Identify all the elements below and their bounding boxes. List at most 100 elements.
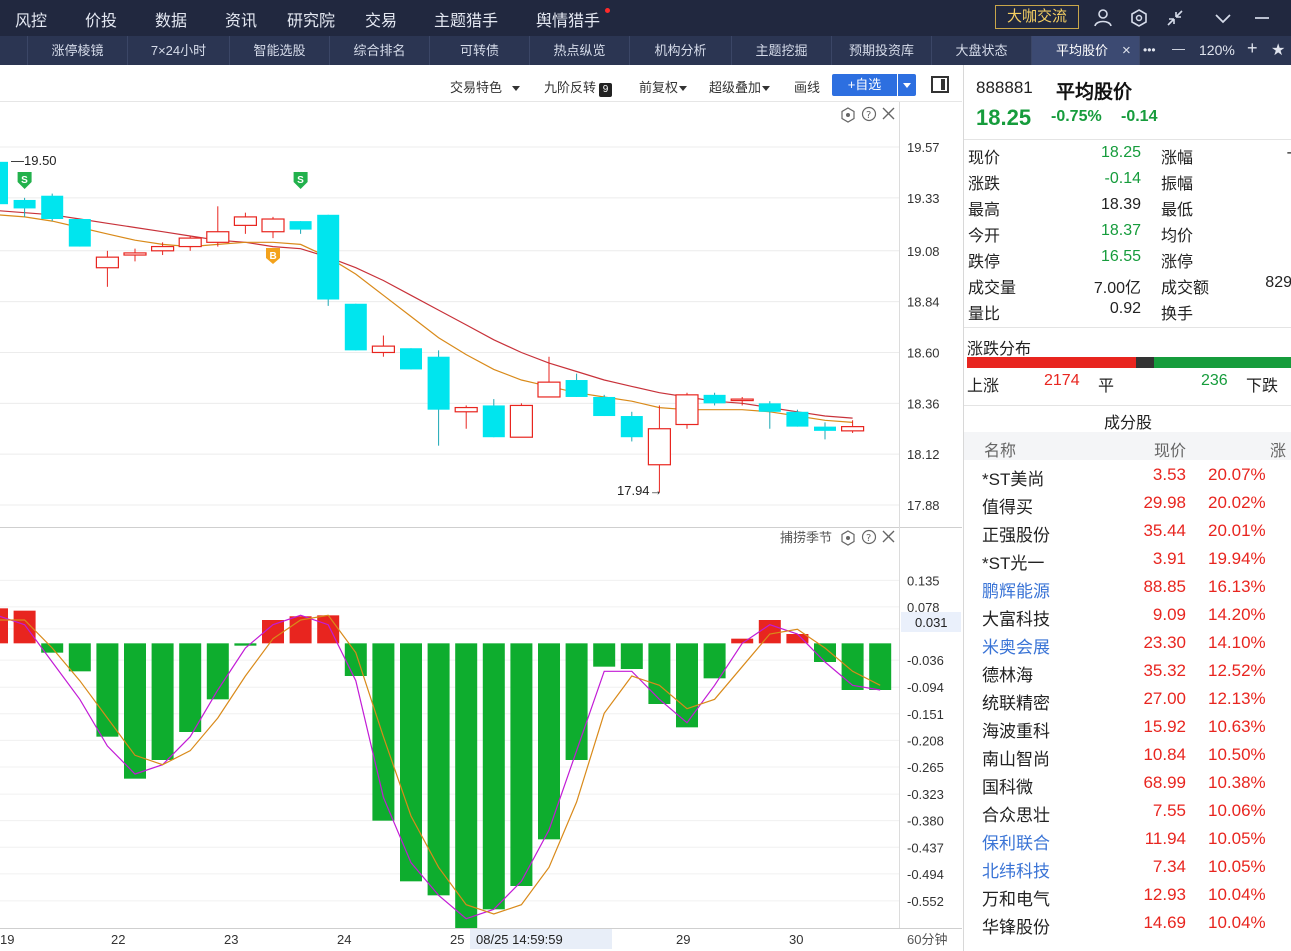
- indicator-bar: [841, 643, 864, 690]
- component-price: 9.09: [1152, 605, 1186, 624]
- component-row[interactable]: 值得买 29.98 20.02%: [964, 489, 1291, 517]
- component-row[interactable]: 万和电气 12.93 10.04%: [964, 881, 1291, 909]
- candlesticks: [0, 161, 865, 493]
- nav-risk[interactable]: 风控: [15, 13, 48, 30]
- tab-institution[interactable]: 机构分析: [630, 36, 732, 65]
- tab-ranking[interactable]: 综合排名: [330, 36, 430, 65]
- indicator-bar: [206, 643, 229, 700]
- tab-expected-invest[interactable]: 预期投资库: [832, 36, 932, 65]
- zoom-in-button[interactable]: +: [1247, 38, 1258, 58]
- adjust-dropdown[interactable]: 前复权: [639, 77, 688, 96]
- header-price[interactable]: 现价: [1154, 443, 1187, 460]
- svg-text:B: B: [270, 251, 277, 262]
- component-row[interactable]: 正强股份 35.44 20.01%: [964, 517, 1291, 545]
- indicator-bar: [234, 643, 257, 646]
- nav-theme-hunter[interactable]: 主题猎手: [434, 13, 499, 30]
- component-row[interactable]: 北纬科技 7.34 10.05%: [964, 853, 1291, 881]
- component-row[interactable]: *ST美尚 3.53 20.07%: [964, 461, 1291, 489]
- close-icon[interactable]: [882, 107, 895, 120]
- trade-feature-dropdown[interactable]: 交易特色: [450, 77, 521, 96]
- indicator-bar: [593, 643, 616, 667]
- component-row[interactable]: 合众思壮 7.55 10.06%: [964, 797, 1291, 825]
- stock-code: 888881: [976, 78, 1033, 97]
- quote-label-2: 振幅: [1161, 176, 1194, 193]
- more-tabs-button[interactable]: •••: [1143, 43, 1156, 57]
- settings-icon[interactable]: [841, 107, 855, 123]
- component-name: 万和电气: [982, 890, 1050, 909]
- price-chart[interactable]: S SB 19.5719.3319.0818.8418.6018.3618.121…: [0, 102, 962, 951]
- x-tick-label: 23: [224, 932, 238, 947]
- candle: [95, 250, 120, 287]
- overlay-dropdown[interactable]: 超级叠加: [709, 77, 771, 96]
- user-icon[interactable]: [1093, 8, 1113, 28]
- component-row[interactable]: 鹏辉能源 88.85 16.13%: [964, 573, 1291, 601]
- divider: [964, 327, 1291, 328]
- chevron-down-icon[interactable]: [1213, 8, 1233, 28]
- nav-research[interactable]: 研究院: [287, 13, 336, 30]
- tab-market-status[interactable]: 大盘状态: [932, 36, 1032, 65]
- quote-label: 现价: [968, 150, 1001, 167]
- nav-trade[interactable]: 交易: [365, 13, 398, 30]
- tab-limit-up-prism[interactable]: 涨停棱镜: [28, 36, 128, 65]
- candle: [647, 405, 672, 493]
- hexagon-icon[interactable]: [1129, 8, 1149, 28]
- panel-toggle-icon[interactable]: [931, 76, 949, 93]
- component-row[interactable]: 国科微 68.99 10.38%: [964, 769, 1291, 797]
- component-row[interactable]: 统联精密 27.00 12.13%: [964, 685, 1291, 713]
- candle: [206, 206, 230, 247]
- candle: [233, 212, 257, 234]
- header-change[interactable]: 涨: [1270, 443, 1287, 460]
- indicator-bar: [68, 643, 91, 672]
- tab-average-price[interactable]: 平均股价: [1032, 36, 1140, 65]
- help-icon[interactable]: ?: [861, 106, 877, 122]
- x-tick-label: 29: [676, 932, 690, 947]
- component-row[interactable]: 华锋股份 14.69 10.04%: [964, 909, 1291, 937]
- tab-partial[interactable]: [0, 36, 28, 65]
- indicator-bar: [869, 643, 892, 690]
- indicator-orange-line: [0, 614, 881, 915]
- crosshair-time: 08/25 14:59:59: [476, 932, 563, 947]
- indicator-bar: [372, 643, 395, 821]
- component-row[interactable]: 大富科技 9.09 14.20%: [964, 601, 1291, 629]
- nav-sentiment-hunter[interactable]: 舆情猎手: [536, 13, 601, 30]
- component-change: 10.06%: [1208, 801, 1266, 820]
- component-row[interactable]: 南山智尚 10.84 10.50%: [964, 741, 1291, 769]
- minimize-icon[interactable]: [1252, 8, 1272, 28]
- tab-convertible[interactable]: 可转债: [430, 36, 530, 65]
- tab-7x24[interactable]: 7×24小时: [128, 36, 230, 65]
- header-name[interactable]: 名称: [984, 443, 1017, 460]
- period-selector[interactable]: 60分钟: [907, 932, 947, 947]
- collapse-icon[interactable]: [1165, 8, 1185, 28]
- settings-icon[interactable]: [841, 530, 855, 546]
- nav-value-invest[interactable]: 价投: [85, 13, 118, 30]
- help-icon[interactable]: ?: [861, 529, 877, 545]
- candle: [178, 235, 202, 251]
- add-watchlist-dropdown[interactable]: [898, 74, 916, 96]
- candle: [675, 392, 699, 429]
- expert-exchange-button[interactable]: 大咖交流: [995, 5, 1079, 29]
- tab-theme-mining[interactable]: 主题挖掘: [732, 36, 832, 65]
- nav-data[interactable]: 数据: [155, 13, 188, 30]
- component-row[interactable]: 德林海 35.32 12.52%: [964, 657, 1291, 685]
- component-change: 20.07%: [1208, 465, 1266, 484]
- close-icon[interactable]: [882, 530, 895, 543]
- zoom-out-button[interactable]: —: [1172, 41, 1185, 56]
- nine-reversal-button[interactable]: 九阶反转 9: [544, 77, 613, 97]
- favorite-star-icon[interactable]: ★: [1271, 42, 1286, 59]
- price-tick: 19.33: [907, 191, 940, 206]
- component-row[interactable]: 保利联合 11.94 10.05%: [964, 825, 1291, 853]
- indicator-title[interactable]: 捕捞季节: [780, 530, 832, 545]
- indicator-bar: [565, 643, 588, 760]
- indicator-tick: -0.151: [907, 707, 944, 722]
- component-row[interactable]: *ST光一 3.91 19.94%: [964, 545, 1291, 573]
- tab-smart-picker[interactable]: 智能选股: [230, 36, 330, 65]
- tab-hotspot[interactable]: 热点纵览: [530, 36, 630, 65]
- component-row[interactable]: 米奥会展 23.30 14.10%: [964, 629, 1291, 657]
- add-watchlist-button[interactable]: +自选: [832, 74, 897, 96]
- tab-close-icon[interactable]: ×: [1122, 42, 1131, 59]
- ma-orange-line: [0, 214, 853, 423]
- component-row[interactable]: 海波重科 15.92 10.63%: [964, 713, 1291, 741]
- quote-label-2: 涨停: [1161, 254, 1194, 271]
- nav-news[interactable]: 资讯: [225, 13, 258, 30]
- draw-line-button[interactable]: 画线: [794, 80, 821, 95]
